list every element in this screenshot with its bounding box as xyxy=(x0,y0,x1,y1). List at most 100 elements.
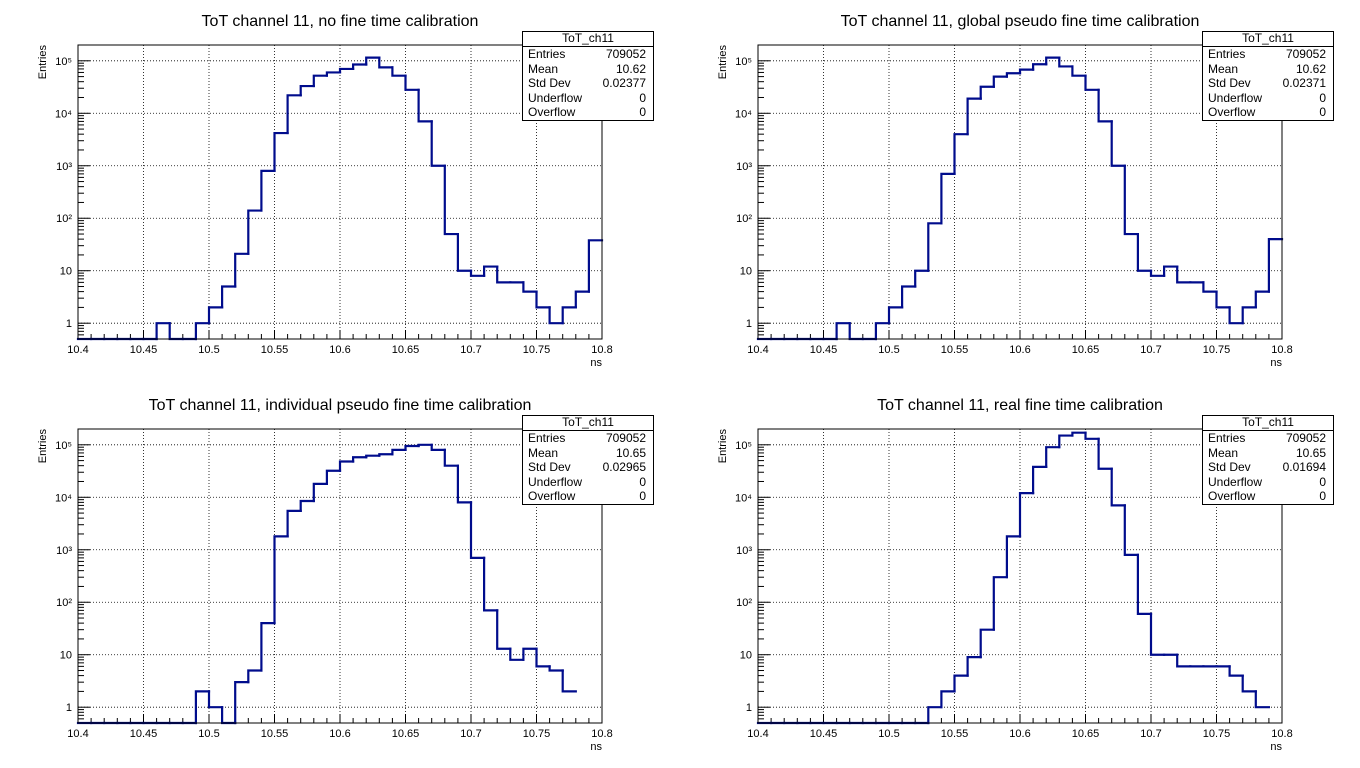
plot-frame xyxy=(77,44,603,340)
x-tick-label: 10.7 xyxy=(1140,344,1161,356)
histogram-bin xyxy=(535,290,551,309)
x-tick-label: 10.75 xyxy=(1203,728,1231,740)
x-tick-label: 10.8 xyxy=(591,344,612,356)
histogram-bin xyxy=(352,63,368,71)
histogram-bin xyxy=(496,609,512,650)
histogram-bin xyxy=(194,322,211,341)
histogram-bin xyxy=(273,535,289,625)
histogram-bin xyxy=(365,454,381,459)
histogram-bin xyxy=(207,690,224,709)
histogram-svg-real-calibration: ToT channel 11, real fine time calibrati… xyxy=(717,397,1293,753)
histogram-bin xyxy=(587,239,604,293)
histogram-bin xyxy=(940,690,956,709)
histogram-bin xyxy=(927,706,943,725)
histogram-bin xyxy=(221,706,237,725)
stats-underflow-value: 0 xyxy=(1319,474,1326,489)
y-tick-label: 10 xyxy=(740,266,752,278)
chart-title: ToT channel 11, real fine time calibrati… xyxy=(877,397,1163,414)
histogram-bin xyxy=(509,647,525,661)
stats-name: ToT_ch11 xyxy=(523,32,653,47)
histogram-bin xyxy=(966,97,982,136)
stats-mean-label: Mean xyxy=(1208,61,1239,76)
y-tick-label: 10⁵ xyxy=(55,440,72,452)
x-tick-label: 10.4 xyxy=(67,728,88,740)
histogram-bin xyxy=(168,322,184,341)
x-tick-label: 10.45 xyxy=(130,344,158,356)
plot-frame xyxy=(757,428,1283,724)
x-tick-label: 10.75 xyxy=(523,344,551,356)
histogram-bin xyxy=(1163,265,1179,277)
stats-std-value: 0.02377 xyxy=(602,76,646,91)
stats-std-value: 0.02965 xyxy=(602,460,646,475)
histogram-bin xyxy=(1045,446,1061,468)
histogram-bin xyxy=(338,67,355,74)
plot-frame xyxy=(77,428,603,724)
chart-title: ToT channel 11, individual pseudo fine t… xyxy=(149,397,532,414)
histogram-bin xyxy=(365,56,381,66)
x-tick-label: 10.65 xyxy=(1072,344,1100,356)
stats-box: ToT_ch11 Entries 709052 Mean 10.62 Std Dev… xyxy=(1202,31,1334,121)
histogram-bin xyxy=(1254,690,1270,709)
histogram-bin xyxy=(234,681,250,725)
histogram-bin xyxy=(207,306,224,325)
y-axis-label: Entries xyxy=(717,45,729,80)
histogram-bin xyxy=(155,322,171,341)
panel-individual-pseudo-calibration: ToT channel 11, individual pseudo fine t… xyxy=(0,384,680,768)
histogram-bin xyxy=(1176,653,1192,668)
x-tick-label: 10.4 xyxy=(67,344,88,356)
histogram-bin xyxy=(548,665,564,672)
x-tick-label: 10.65 xyxy=(1072,728,1100,740)
stats-std-label: Std Dev xyxy=(1208,460,1251,475)
histogram-bin xyxy=(1241,674,1257,693)
histogram-bin xyxy=(1018,492,1035,538)
stats-std-value: 0.02371 xyxy=(1282,76,1326,91)
histogram-bin xyxy=(992,576,1008,631)
x-tick-label: 10.75 xyxy=(523,728,551,740)
histogram-bin xyxy=(887,306,904,325)
stats-entries-label: Entries xyxy=(1208,431,1246,445)
histogram-bin xyxy=(286,94,302,135)
histogram-bin xyxy=(273,131,289,172)
y-tick-label: 10³ xyxy=(56,545,72,557)
histogram-bin xyxy=(1149,269,1166,277)
y-tick-label: 10⁴ xyxy=(55,492,72,504)
histogram-bin xyxy=(443,448,459,467)
y-axis-label: Entries xyxy=(37,429,49,464)
histogram-bin xyxy=(835,322,851,341)
x-axis-label: ns xyxy=(590,357,602,369)
y-tick-label: 10 xyxy=(60,650,72,662)
y-tick-label: 10⁴ xyxy=(735,492,752,504)
histogram-bin xyxy=(1032,465,1048,495)
histogram-bin xyxy=(927,222,943,272)
histogram-bin xyxy=(1228,665,1244,677)
histogram-bin xyxy=(299,499,315,513)
y-tick-label: 10 xyxy=(60,266,72,278)
x-tick-label: 10.55 xyxy=(261,728,289,740)
stats-mean-value: 10.62 xyxy=(1295,61,1326,76)
histogram-bin xyxy=(966,656,982,677)
stats-std-label: Std Dev xyxy=(1208,76,1251,91)
histogram-bin xyxy=(352,456,368,463)
histogram-bin xyxy=(1005,72,1022,78)
histogram-bin xyxy=(1018,68,1035,75)
x-tick-label: 10.45 xyxy=(810,344,838,356)
histogram-svg-global-pseudo: ToT channel 11, global pseudo fine time … xyxy=(717,13,1293,369)
histogram-bin xyxy=(1123,504,1139,556)
x-tick-label: 10.55 xyxy=(941,344,969,356)
y-tick-label: 1 xyxy=(66,318,72,330)
stats-entries-value: 709052 xyxy=(1285,47,1326,61)
x-tick-label: 10.45 xyxy=(810,728,838,740)
histogram-bin xyxy=(325,469,342,485)
histogram-bin xyxy=(496,265,512,284)
histogram-bin xyxy=(953,133,969,175)
histogram-bin xyxy=(260,169,276,212)
stats-std-label: Std Dev xyxy=(528,76,571,91)
y-tick-label: 10⁵ xyxy=(735,440,752,452)
histogram-bin xyxy=(1097,437,1113,470)
histogram-bin xyxy=(953,674,969,693)
x-tick-label: 10.6 xyxy=(329,344,350,356)
histogram-bin xyxy=(1097,88,1113,123)
histogram-bin xyxy=(378,56,394,69)
panel-no-calibration: ToT channel 11, no fine time calibration… xyxy=(0,0,680,384)
stats-entries-label: Entries xyxy=(528,47,566,61)
